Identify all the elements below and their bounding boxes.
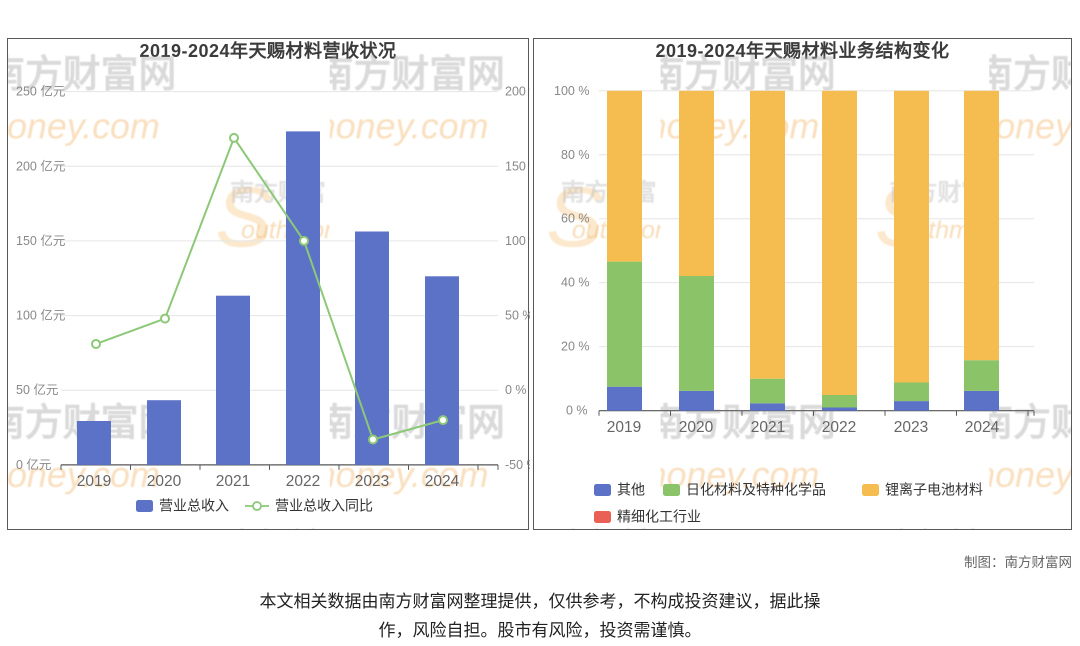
svg-text:80 %: 80 % — [561, 148, 590, 162]
svg-text:150 亿元: 150 亿元 — [16, 233, 65, 248]
svg-text:营业总收入同比: 营业总收入同比 — [275, 498, 373, 514]
svg-text:0 %: 0 % — [566, 404, 588, 418]
svg-text:0 %: 0 % — [505, 383, 527, 397]
svg-text:2021: 2021 — [751, 419, 785, 436]
svg-text:50 亿元: 50 亿元 — [16, 382, 58, 397]
svg-text:20 %: 20 % — [561, 340, 590, 354]
svg-text:100 亿元: 100 亿元 — [16, 308, 65, 323]
svg-text:50 %: 50 % — [505, 309, 530, 323]
svg-text:60 %: 60 % — [561, 212, 590, 226]
svg-text:250 亿元: 250 亿元 — [16, 84, 65, 99]
svg-text:精细化工行业: 精细化工行业 — [617, 509, 701, 525]
svg-text:2024: 2024 — [965, 419, 1000, 436]
svg-text:2019: 2019 — [77, 473, 111, 490]
svg-text:2022: 2022 — [286, 473, 320, 490]
svg-text:其他: 其他 — [617, 482, 645, 498]
svg-text:100 %: 100 % — [505, 234, 530, 248]
svg-text:2019: 2019 — [607, 419, 641, 436]
svg-text:2022: 2022 — [822, 419, 856, 436]
svg-text:40 %: 40 % — [561, 276, 590, 290]
svg-text:2020: 2020 — [679, 419, 714, 436]
svg-text:2020: 2020 — [147, 473, 182, 490]
svg-text:150 %: 150 % — [505, 159, 530, 173]
svg-text:200 %: 200 % — [505, 85, 530, 99]
svg-text:200 亿元: 200 亿元 — [16, 158, 65, 173]
svg-text:营业总收入: 营业总收入 — [159, 498, 229, 514]
svg-text:2021: 2021 — [216, 473, 250, 490]
svg-text:2023: 2023 — [894, 419, 928, 436]
svg-text:-50 %: -50 % — [505, 458, 530, 472]
svg-text:锂离子电池材料: 锂离子电池材料 — [885, 482, 983, 498]
svg-text:100 %: 100 % — [554, 84, 589, 98]
svg-text:0 亿元: 0 亿元 — [16, 457, 51, 472]
svg-text:日化材料及特种化学品: 日化材料及特种化学品 — [686, 482, 826, 498]
svg-text:2023: 2023 — [355, 473, 389, 490]
svg-text:2024: 2024 — [425, 473, 460, 490]
